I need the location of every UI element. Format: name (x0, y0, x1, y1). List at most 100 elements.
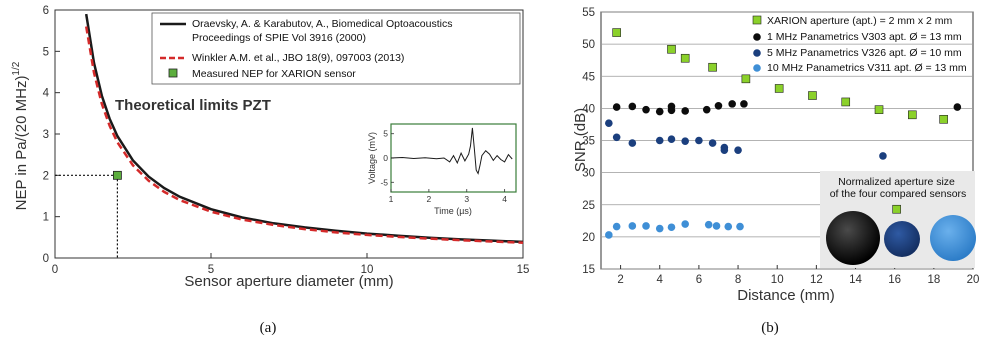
caption-a: (a) (260, 320, 277, 336)
inset-x-tick-label: 1 (389, 194, 394, 204)
x-tick-label-b: 4 (657, 274, 664, 286)
point-5mhz (681, 137, 689, 145)
legend-swatch-1mhz (753, 33, 761, 41)
point-10mhz (712, 222, 721, 230)
point-5mhz (612, 133, 621, 142)
point-10mhz (667, 223, 676, 232)
point-1mhz (655, 107, 664, 116)
point-5mhz (879, 152, 887, 160)
measured-nep-point (113, 170, 122, 180)
x-tick-label-b: 16 (888, 274, 901, 286)
point-xarion (741, 74, 751, 84)
point-xarion (908, 110, 917, 120)
x-tick-label-b: 8 (735, 274, 741, 286)
y-axis-label-b: SNR (dB) (572, 108, 589, 172)
inset-y-label: Voltage (mV) (367, 132, 377, 184)
point-5mhz (695, 136, 703, 145)
legend-swatch-xarion (752, 15, 762, 25)
caption-b: (b) (761, 320, 779, 336)
inset-x-label: Time (µs) (434, 206, 472, 216)
point-xarion (680, 53, 690, 63)
inset-note-line1: Normalized aperture size of the four com… (830, 176, 967, 200)
point-xarion (612, 28, 621, 37)
y-tick-label-a: 2 (43, 170, 49, 182)
chart-snr: 15 20 25 30 35 40 45 50 55 2 4 6 8 10 12 14 16 18 20 Norma… (572, 7, 979, 304)
y-tick-label-b: 30 (582, 168, 595, 180)
point-xarion (874, 105, 884, 114)
point-10mhz (736, 222, 744, 231)
legend-entry-oraevsky: Oraevsky, A. & Karabutov, A., Biomedical… (192, 18, 452, 30)
x-tick-label-b: 20 (967, 274, 980, 286)
y-tick-label-b: 15 (582, 264, 595, 276)
inset-x-tick-label: 3 (464, 194, 469, 204)
annotation-theoretical-limits: Theoretical limits PZT (115, 97, 271, 114)
point-10mhz (681, 220, 689, 228)
x-tick-label-a: 5 (208, 264, 214, 276)
point-10mhz (628, 222, 637, 230)
y-tick-label-b: 45 (582, 71, 595, 83)
aperture-circle-1mhz (826, 211, 880, 265)
x-tick-label-b: 12 (810, 274, 823, 286)
inset-voltage-trace: 1 2 3 4 -5 0 5 Time (µs) Voltage (mV) (367, 123, 517, 216)
x-tick-label-a: 0 (52, 264, 58, 276)
legend-swatch-5mhz (753, 49, 761, 57)
point-1mhz (953, 103, 962, 111)
legend-b: XARION aperture (apt.) = 2 mm x 2 mm 1 M… (752, 15, 967, 74)
point-5mhz (628, 139, 637, 147)
legend-entry-proceedings: Proceedings of SPIE Vol 3916 (2000) (192, 32, 366, 44)
point-1mhz (628, 102, 637, 111)
aperture-circle-10mhz (930, 215, 976, 261)
y-tick-label-b: 50 (582, 39, 595, 51)
legend-swatch-measured (168, 68, 178, 78)
y-axis-label-a: NEP in Pa/(20 MHz)1/2 (11, 61, 30, 210)
legend-entry-xarion: XARION aperture (apt.) = 2 mm x 2 mm (767, 15, 953, 27)
point-5mhz (667, 135, 676, 144)
y-tick-label-a: 1 (43, 212, 49, 224)
inset-y-tick-label: -5 (380, 177, 388, 187)
aperture-circle-5mhz (884, 221, 920, 257)
point-10mhz (724, 222, 733, 231)
y-tick-label-b: 35 (582, 136, 595, 148)
point-1mhz (740, 100, 748, 108)
point-xarion (808, 91, 817, 100)
y-tick-label-b: 25 (582, 200, 595, 212)
point-xarion (939, 114, 948, 124)
legend-entry-1mhz: 1 MHz Panametrics V303 apt. Ø = 13 mm (767, 31, 962, 43)
x-tick-label-b: 14 (849, 274, 862, 286)
point-10mhz (704, 220, 713, 229)
x-tick-label-a: 15 (517, 264, 530, 276)
point-1mhz (642, 105, 650, 114)
point-5mhz (708, 139, 717, 147)
point-xarion (667, 44, 676, 54)
inset-y-tick-label: 0 (383, 153, 388, 163)
point-1mhz (681, 107, 689, 115)
x-axis-label-a: Sensor aperture diameter (mm) (184, 273, 393, 290)
x-tick-label-b: 18 (927, 274, 940, 286)
x-axis-label-b: Distance (mm) (737, 287, 835, 304)
legend-entry-5mhz: 5 MHz Panametrics V326 apt. Ø = 10 mm (767, 47, 962, 59)
y-tick-label-b: 55 (582, 7, 595, 19)
point-xarion (841, 97, 851, 107)
point-10mhz (642, 222, 650, 230)
y-tick-label-a: 6 (43, 5, 49, 17)
x-tick-label-b: 6 (696, 274, 702, 286)
y-tick-label-b: 20 (582, 232, 595, 244)
y-tick-label-b: 40 (582, 103, 595, 115)
point-1mhz (714, 102, 723, 110)
inset-trace-line (390, 127, 513, 175)
point-xarion (774, 84, 784, 93)
x-tick-label-b: 10 (771, 274, 784, 286)
x-tick-label-a: 10 (361, 264, 374, 276)
point-10mhz (655, 224, 664, 233)
legend-entry-measured: Measured NEP for XARION sensor (192, 68, 356, 80)
point-xarion (708, 62, 717, 72)
point-1mhz (702, 105, 711, 114)
x-tick-label-b: 2 (617, 274, 623, 286)
legend-a: Oraevsky, A. & Karabutov, A., Biomedical… (151, 12, 521, 85)
point-5mhz (655, 136, 664, 145)
point-xarion (892, 204, 901, 214)
series-winkler-line (84, 26, 524, 244)
y-tick-label-a: 0 (43, 253, 49, 265)
y-tick-label-a: 4 (43, 88, 50, 100)
